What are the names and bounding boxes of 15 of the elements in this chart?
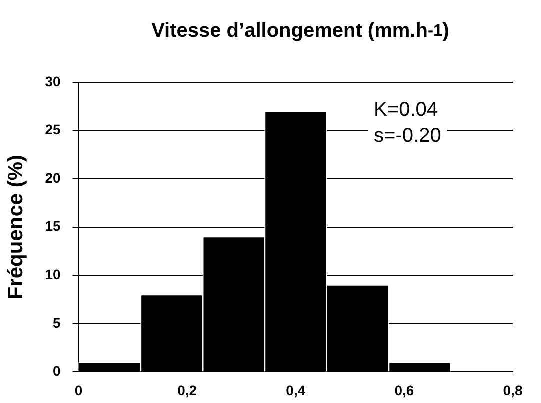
x-tick-label: 0 — [74, 382, 83, 398]
y-tick-label: 15 — [45, 218, 61, 234]
x-tick-label: 0,8 — [503, 382, 523, 398]
y-tick-label: 25 — [45, 122, 61, 138]
y-axis-title: Fréquence (%) — [4, 154, 28, 300]
y-tick-label: 5 — [52, 314, 61, 331]
x-tick-label: 0,4 — [286, 382, 306, 398]
annotation: s=-0.20 — [374, 124, 442, 147]
y-tick-label: 20 — [45, 170, 61, 186]
annotation: K=0.04 — [374, 98, 438, 121]
y-tick-label: 0 — [52, 363, 61, 380]
y-tick-label: 30 — [45, 73, 61, 90]
y-tick-label: 10 — [45, 266, 61, 282]
x-tick-label: 0,2 — [178, 382, 198, 398]
x-tick-label: 0,6 — [394, 382, 414, 398]
